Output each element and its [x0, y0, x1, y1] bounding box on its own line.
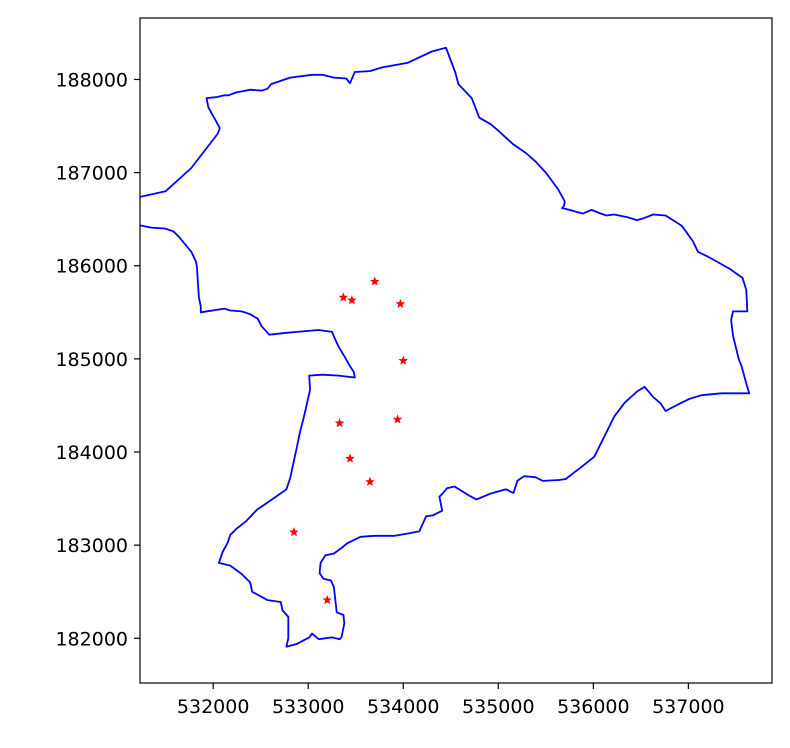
- y-tick-label: 188000: [55, 69, 128, 91]
- axes-frame: [139, 17, 773, 684]
- y-tick-label: 182000: [55, 628, 128, 650]
- data-point: [338, 292, 349, 302]
- data-point: [392, 414, 403, 424]
- y-tick-label: 186000: [55, 256, 128, 278]
- x-tick-label: 537000: [652, 696, 725, 718]
- data-point: [322, 595, 333, 605]
- x-tick-label: 533000: [272, 696, 345, 718]
- plot-area: [140, 46, 751, 648]
- data-point: [369, 276, 380, 286]
- boundary-outline: [140, 46, 751, 648]
- y-tick-label: 187000: [55, 163, 128, 185]
- data-point: [365, 476, 375, 486]
- axes: 532000 533000 534000 535000 536000 537000 1820…: [55, 17, 773, 718]
- data-point: [334, 418, 345, 428]
- data-point: [345, 453, 355, 463]
- x-tick-label: 534000: [367, 696, 440, 718]
- data-point: [398, 355, 409, 365]
- x-tick-label: 536000: [557, 696, 630, 718]
- y-tick-label: 183000: [55, 535, 128, 557]
- y-tick-label: 185000: [55, 349, 128, 371]
- data-point: [395, 298, 406, 309]
- data-point: [289, 527, 299, 537]
- x-tick-label: 532000: [177, 696, 250, 718]
- x-tick-label: 535000: [462, 696, 535, 718]
- y-tick-label: 184000: [55, 442, 128, 464]
- data-point: [347, 295, 357, 305]
